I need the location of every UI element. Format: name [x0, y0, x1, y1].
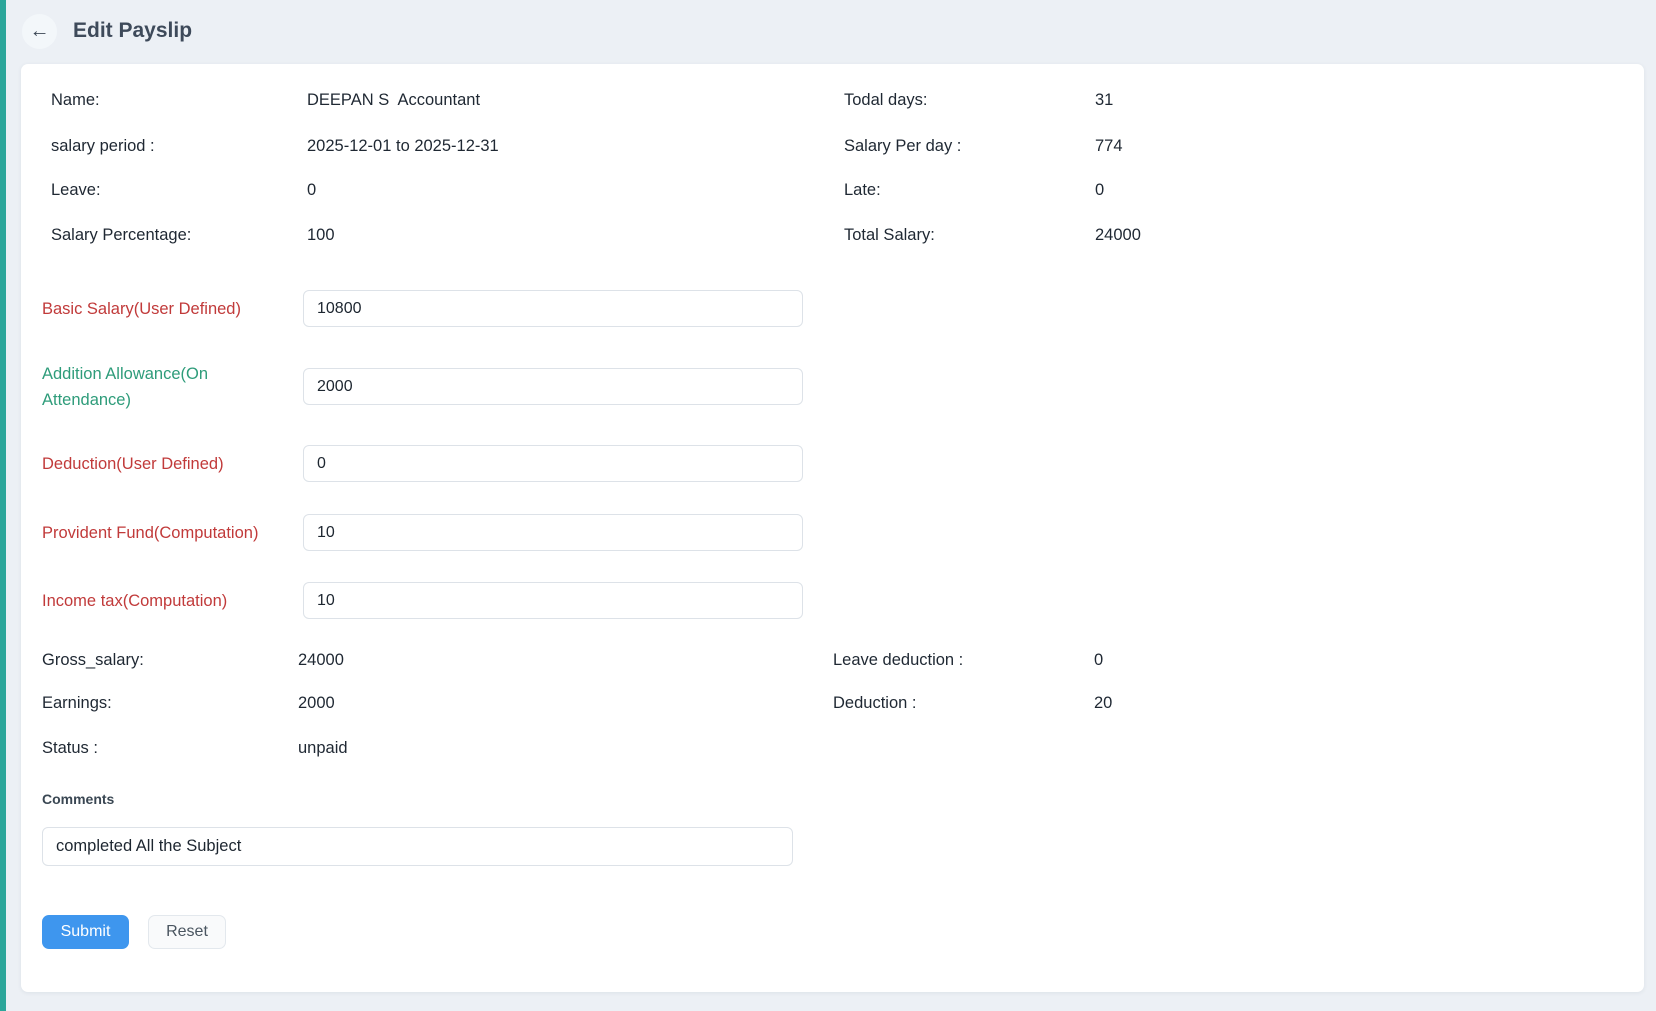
leave-label: Leave:: [51, 181, 101, 199]
page-title: Edit Payslip: [73, 19, 193, 42]
leave-deduction-label: Leave deduction :: [833, 651, 964, 669]
provident-fund-label: Provident Fund(Computation): [42, 523, 259, 542]
salary-percentage-label: Salary Percentage:: [51, 226, 192, 244]
salary-per-day-value: 774: [1095, 137, 1123, 155]
summary-row-total-days: Todal days: 31: [844, 89, 1444, 111]
status-value: unpaid: [298, 739, 348, 757]
gross-salary-value: 24000: [298, 651, 344, 669]
basic-salary-label: Basic Salary(User Defined): [42, 299, 241, 318]
totals-row-leave-deduction: Leave deduction : 0: [833, 649, 1433, 671]
addition-allowance-input[interactable]: [303, 368, 803, 405]
name-value: DEEPAN S Accountant: [307, 91, 481, 109]
total-days-label: Todal days:: [844, 91, 928, 109]
deduction-total-label: Deduction :: [833, 694, 917, 712]
summary-row-total-salary: Total Salary: 24000: [844, 224, 1444, 246]
earnings-value: 2000: [298, 694, 335, 712]
summary-row-salary-percentage: Salary Percentage: 100: [51, 224, 811, 246]
deduction-total-value: 20: [1094, 694, 1113, 712]
submit-button[interactable]: Submit: [42, 915, 129, 949]
totals-row-status: Status : unpaid: [42, 737, 802, 759]
reset-button[interactable]: Reset: [148, 915, 226, 949]
late-label: Late:: [844, 181, 881, 199]
totals-row-deduction: Deduction : 20: [833, 692, 1433, 714]
income-tax-input[interactable]: [303, 582, 803, 619]
total-days-value: 31: [1095, 91, 1114, 109]
field-group-basic-salary: Basic Salary(User Defined): [42, 290, 832, 327]
summary-row-salary-period: salary period : 2025-12-01 to 2025-12-31: [51, 135, 811, 157]
gross-salary-label: Gross_salary:: [42, 651, 144, 669]
earnings-label: Earnings:: [42, 694, 112, 712]
total-salary-value: 24000: [1095, 226, 1141, 244]
addition-allowance-label: Addition Allowance(On Attendance): [42, 364, 209, 409]
income-tax-label: Income tax(Computation): [42, 591, 228, 610]
deduction-label: Deduction(User Defined): [42, 454, 224, 473]
sidebar-accent-strip: [0, 0, 6, 1011]
leave-deduction-value: 0: [1094, 651, 1104, 669]
field-group-provident-fund: Provident Fund(Computation): [42, 514, 832, 551]
field-group-addition-allowance: Addition Allowance(On Attendance): [42, 364, 832, 409]
total-salary-label: Total Salary:: [844, 226, 935, 244]
comments-label: Comments: [42, 791, 115, 807]
back-button[interactable]: ←: [22, 14, 57, 49]
summary-row-leave: Leave: 0: [51, 179, 811, 201]
summary-row-late: Late: 0: [844, 179, 1444, 201]
salary-per-day-label: Salary Per day :: [844, 137, 962, 155]
salary-percentage-value: 100: [307, 226, 335, 244]
salary-period-value: 2025-12-01 to 2025-12-31: [307, 137, 499, 155]
comments-input[interactable]: [42, 827, 793, 866]
payslip-card: Name: DEEPAN S Accountant salary period …: [21, 64, 1644, 992]
status-label: Status :: [42, 739, 98, 757]
leave-value: 0: [307, 181, 317, 199]
back-arrow-icon: ←: [29, 20, 50, 42]
totals-row-gross-salary: Gross_salary: 24000: [42, 649, 802, 671]
name-label: Name:: [51, 91, 100, 109]
deduction-input[interactable]: [303, 445, 803, 482]
provident-fund-input[interactable]: [303, 514, 803, 551]
salary-period-label: salary period :: [51, 137, 155, 155]
late-value: 0: [1095, 181, 1105, 199]
basic-salary-input[interactable]: [303, 290, 803, 327]
field-group-income-tax: Income tax(Computation): [42, 582, 832, 619]
summary-row-salary-per-day: Salary Per day : 774: [844, 135, 1444, 157]
field-group-deduction: Deduction(User Defined): [42, 445, 832, 482]
summary-row-name: Name: DEEPAN S Accountant: [51, 89, 811, 111]
totals-row-earnings: Earnings: 2000: [42, 692, 802, 714]
